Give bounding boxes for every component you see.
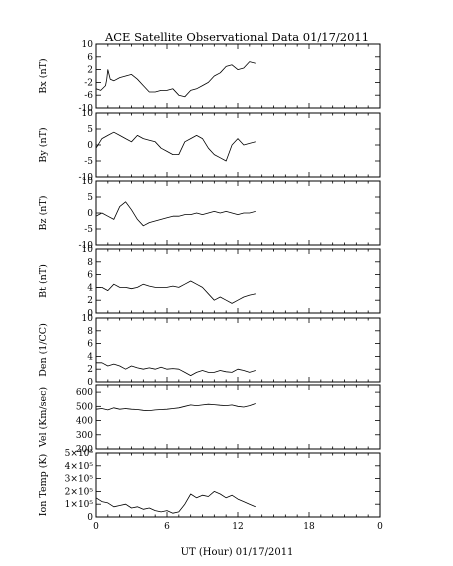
y-tick-label: 3×10⁵ (65, 475, 94, 485)
y-tick-label: 0 (87, 513, 93, 523)
y-axis-label: Ion Temp (K) (38, 454, 49, 516)
y-axis-label: Vel (Km/sec) (38, 387, 49, 448)
panel-1: -10 -6 -2 2 6 10 Bx (nT) (38, 40, 381, 114)
y-tick-label: 2 (87, 296, 93, 306)
x-tick-label: 0 (93, 522, 99, 532)
chart-panels: -10 -6 -2 2 6 10 Bx (nT) -10 -5 0 5 10 By (nT) -10 -5 0… (38, 40, 383, 532)
y-tick-label: 5 (87, 125, 93, 135)
y-tick-label: 4 (87, 283, 93, 293)
y-tick-label: -10 (79, 104, 94, 114)
panel-frame (95, 384, 381, 450)
panel-frame (95, 317, 381, 383)
panel-6: 200 300 400 500 600 Vel (Km/sec) (38, 384, 381, 455)
panel-2: -10 -5 0 5 10 By (nT) (38, 109, 381, 183)
x-tick-label: 0 (377, 522, 383, 532)
panel-frame (95, 180, 381, 246)
y-axis-label: Bz (nT) (38, 196, 49, 231)
y-tick-label: -10 (79, 173, 94, 183)
series-line (95, 201, 256, 227)
panel-frame (95, 248, 381, 314)
panel-frame (95, 43, 381, 109)
y-tick-label: 2 (87, 365, 93, 375)
x-axis-label: UT (Hour) 01/17/2011 (181, 547, 294, 558)
y-axis-label: Bx (nT) (38, 58, 49, 93)
y-axis-label: Bt (nT) (38, 264, 49, 298)
panel-3: -10 -5 0 5 10 Bz (nT) (38, 177, 381, 251)
panel-4: 0 2 4 6 8 10 Bt (nT) (38, 245, 381, 319)
x-tick-label: 6 (164, 522, 170, 532)
panel-frame (95, 112, 381, 178)
y-tick-label: 2 (87, 66, 93, 76)
chart-title: ACE Satellite Observational Data 01/17/2… (104, 30, 369, 44)
y-tick-label: -2 (84, 78, 93, 88)
y-tick-label: 0 (87, 141, 93, 151)
y-tick-label: 5×10⁵ (65, 449, 94, 459)
y-tick-label: 500 (76, 402, 93, 412)
y-tick-label: 0 (87, 309, 93, 319)
y-tick-label: -5 (84, 225, 93, 235)
x-tick-label: 18 (303, 522, 315, 532)
series-line (96, 280, 256, 304)
y-tick-label: 10 (82, 109, 94, 119)
series-line (95, 490, 256, 514)
y-tick-label: -5 (84, 157, 93, 167)
series-line (95, 61, 256, 98)
y-tick-label: 600 (76, 388, 93, 398)
y-tick-label: 1×10⁵ (65, 500, 94, 510)
series-line (96, 362, 256, 377)
panel-7: 0 1×10⁵ 2×10⁵ 3×10⁵ 4×10⁵ 5×10⁵ Ion Temp (K) 0 6… (38, 449, 383, 532)
y-tick-label: 2×10⁵ (65, 487, 94, 497)
y-tick-label: 400 (76, 417, 93, 427)
y-axis-label: By (nT) (38, 127, 49, 162)
y-tick-label: 6 (87, 340, 93, 350)
x-tick-label: 12 (232, 522, 243, 532)
y-tick-label: 4 (87, 352, 93, 362)
y-tick-label: 10 (82, 314, 94, 324)
y-tick-label: -10 (79, 241, 94, 251)
y-tick-label: 300 (76, 431, 93, 441)
y-tick-label: 10 (82, 40, 94, 50)
y-axis-label: Den (1/CC) (38, 323, 49, 377)
y-tick-label: 6 (87, 271, 93, 281)
y-tick-label: 10 (82, 245, 94, 255)
y-tick-label: 4×10⁵ (65, 462, 94, 472)
y-tick-label: 8 (87, 327, 93, 337)
series-line (95, 131, 256, 162)
y-tick-label: 200 (76, 445, 93, 455)
y-tick-label: 0 (87, 378, 93, 388)
y-tick-label: 5 (87, 193, 93, 203)
y-tick-label: -6 (84, 91, 93, 101)
y-tick-label: 10 (82, 177, 94, 187)
series-line (95, 403, 256, 412)
panel-5: 0 2 4 6 8 10 Den (1/CC) (38, 314, 381, 388)
y-tick-label: 0 (87, 209, 93, 219)
y-tick-label: 6 (87, 53, 93, 63)
y-tick-label: 8 (87, 258, 93, 268)
